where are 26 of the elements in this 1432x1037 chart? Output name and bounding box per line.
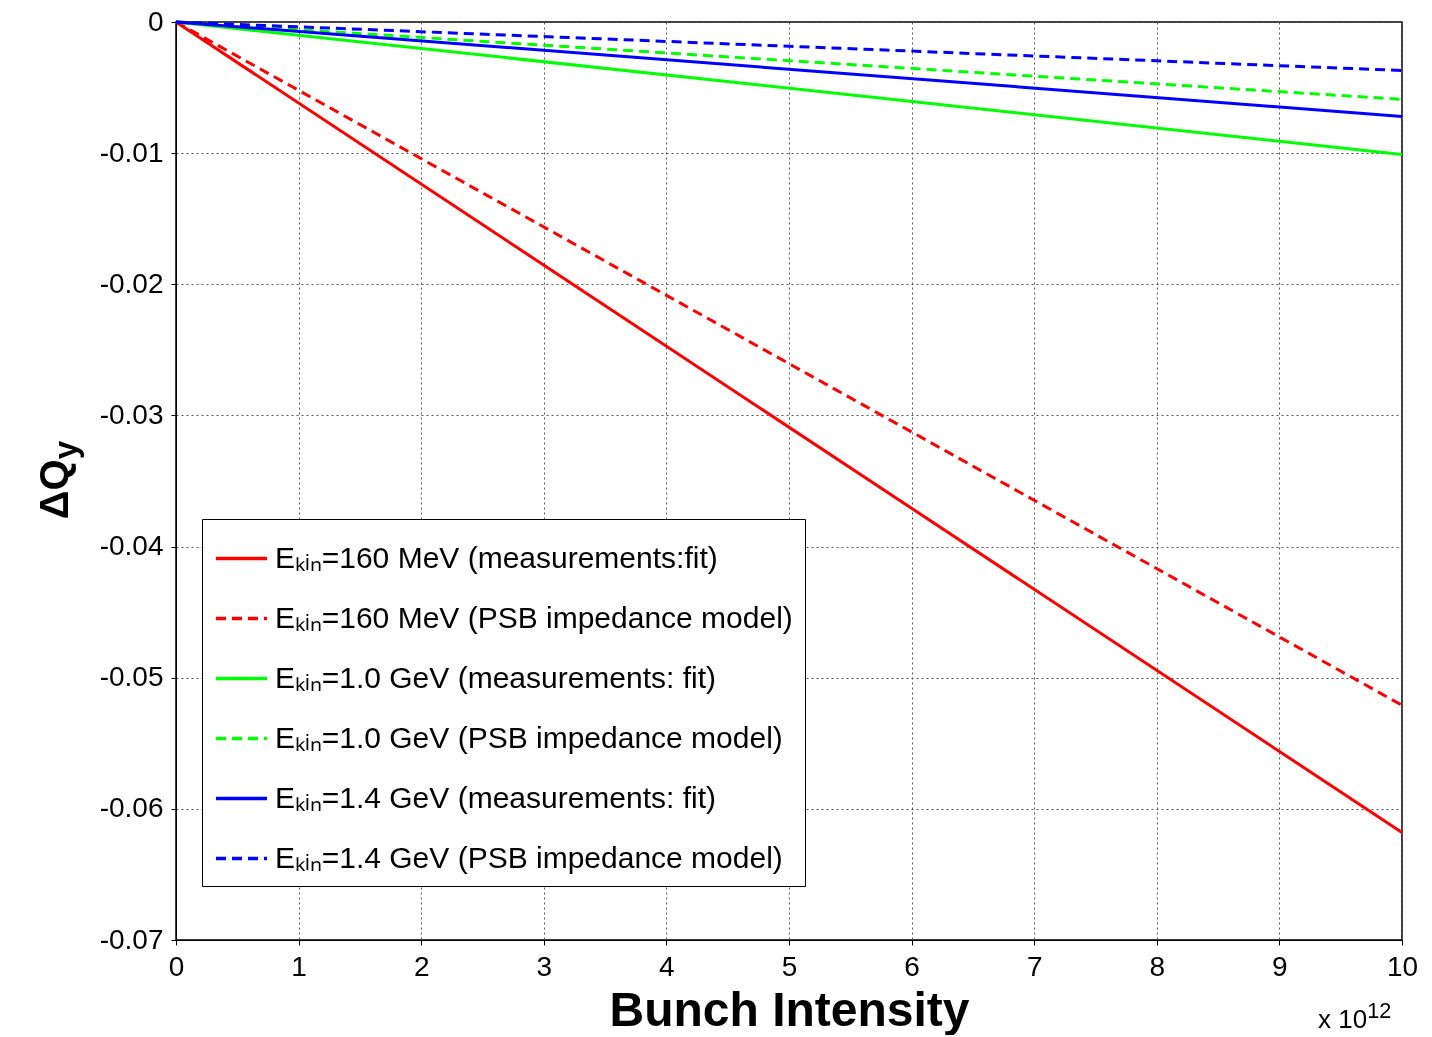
x-tick-label: 5: [781, 950, 798, 982]
y-tick-label: -0.06: [99, 792, 164, 824]
x-tick-label: 3: [536, 950, 553, 982]
x-tick-label: 2: [413, 950, 430, 982]
y-tick-label: -0.01: [99, 136, 164, 168]
legend-label: Eₖᵢₙ=1.0 GeV (measurements: fit): [275, 660, 717, 694]
legend-label: Eₖᵢₙ=1.4 GeV (PSB impedance model): [275, 840, 783, 874]
legend-label: Eₖᵢₙ=1.0 GeV (PSB impedance model): [275, 720, 783, 754]
legend-label: Eₖᵢₙ=160 MeV (measurements:fit): [275, 540, 718, 574]
legend-label: Eₖᵢₙ=1.4 GeV (measurements: fit): [275, 780, 717, 814]
legend-label: Eₖᵢₙ=160 MeV (PSB impedance model): [275, 600, 793, 634]
y-tick-label: -0.02: [99, 267, 164, 299]
x-tick-label: 1: [291, 950, 307, 982]
x-tick-label: 10: [1386, 950, 1419, 982]
y-tick-label: 0: [147, 5, 164, 37]
x-tick-label: 4: [659, 950, 675, 982]
y-tick-label: -0.05: [99, 661, 164, 693]
x-tick-label: 7: [1026, 950, 1043, 982]
y-tick-label: -0.07: [99, 923, 164, 955]
y-tick-label: -0.03: [99, 398, 164, 430]
x-tick-label: 8: [1149, 950, 1166, 982]
x-tick-label: 0: [168, 950, 185, 982]
text: x 10$^{12}$: [1318, 998, 1392, 1035]
x-tick-label: 9: [1272, 950, 1288, 982]
y-tick-label: -0.04: [99, 530, 164, 562]
x-tick-label: 6: [904, 950, 920, 982]
